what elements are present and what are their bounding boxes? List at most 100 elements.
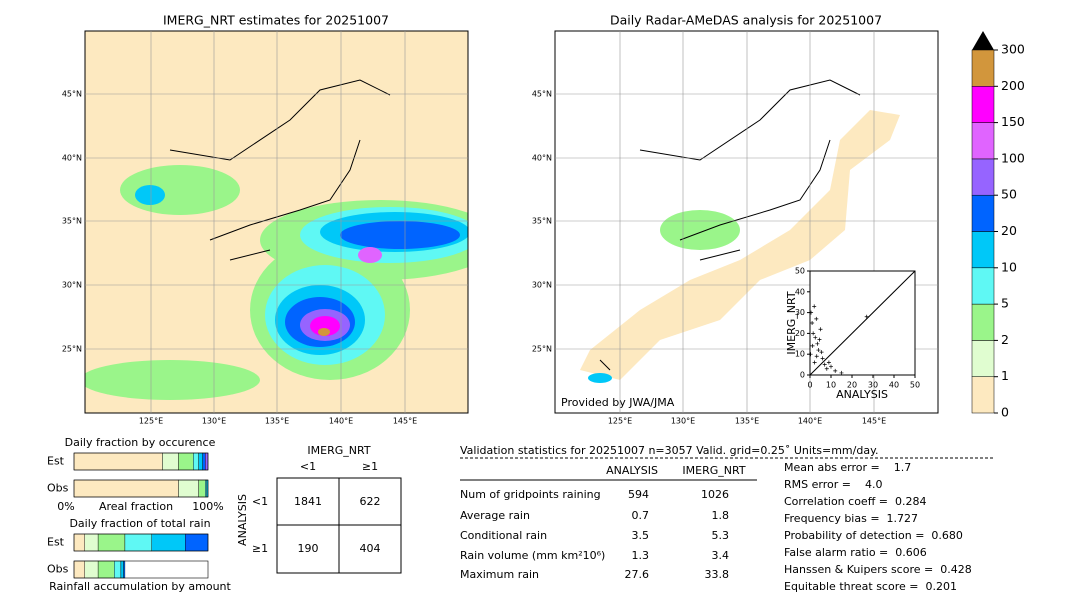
stat-value: 1026 [701,488,729,501]
col-label: ≥1 [362,460,378,473]
y-tick-label: 0 [800,371,805,380]
stat-label: Maximum rain [460,568,539,581]
x-tick-label: 40 [889,381,899,390]
colorbar-segment [971,194,995,232]
stats-header: Validation statistics for 20251007 n=305… [460,444,879,457]
colorbar-segment [971,303,995,341]
point [815,341,820,346]
stat-value: 0.7 [632,509,650,522]
col-header: ANALYSIS [606,464,658,477]
lat-label: 45°N [62,90,82,99]
colorbar-segment [971,340,995,377]
fraction-segment [198,452,203,471]
fraction-frame [73,452,209,471]
point [824,366,829,371]
lat-label: 40°N [62,154,82,163]
score: False alarm ratio = 0.606 [784,546,927,559]
colorbar-label: 1 [1001,368,1009,383]
point [813,335,818,340]
fraction-segment [84,560,99,579]
x-tick-label: 20 [847,381,857,390]
lon-label: 125°E [139,417,163,426]
colorbar-label: 300 [1001,42,1025,57]
score: Correlation coeff = 0.284 [784,495,926,508]
axis-label: 0% [57,500,74,513]
stat-value: 3.4 [712,549,730,562]
score: RMS error = 4.0 [784,478,882,491]
point [810,343,815,348]
colorbar-label: 100 [1001,150,1025,165]
fraction-segment [178,452,194,471]
stat-value: 33.8 [705,568,730,581]
colorbar-label: 5 [1001,296,1009,311]
y-tick-label: 10 [795,350,805,359]
lat-label: 40°N [532,154,552,163]
colorbar-segment [971,122,995,160]
fraction-segment [73,479,179,498]
colorbar-label: 20 [1001,223,1017,238]
fraction-segment [151,533,186,552]
fraction-segment [185,533,209,552]
fraction-segment [73,533,85,552]
score: Mean abs error = 1.7 [784,461,911,474]
lon-label: 145°E [862,417,886,426]
lat-label: 35°N [62,217,82,226]
chart-title: Daily fraction of total rain [69,517,210,530]
colorbar-segment [971,49,995,87]
lat-label: 45°N [532,90,552,99]
lon-label: 140°E [798,417,822,426]
axis-label: Areal fraction [99,500,173,513]
stat-label: Num of gridpoints raining [460,488,601,501]
point [811,331,816,336]
colorbar-label: 150 [1001,114,1025,129]
axis-label: 100% [192,500,223,513]
fraction-segment [198,479,206,498]
fraction-frame [73,560,209,579]
y-axis-label: IMERG_NRT [785,291,798,354]
point [816,348,821,353]
credit: Provided by JWA/JMA [561,396,675,409]
colorbar-segment [971,231,995,269]
cell-value: 1841 [294,495,322,508]
fraction-segment [113,560,122,579]
lon-label: 140°E [329,417,353,426]
fraction-segment [202,452,206,471]
stat-value: 27.6 [625,568,650,581]
lat-label: 25°N [532,345,552,354]
lon-label: 135°E [735,417,759,426]
fraction-segment [205,452,209,471]
y-tick-label: 20 [795,329,805,338]
point [809,310,814,315]
stat-label: Average rain [460,509,530,522]
col-label: <1 [300,460,316,473]
point [817,337,822,342]
lon-label: 125°E [608,417,632,426]
fraction-segment [178,479,199,498]
colorbar-label: 0 [1001,405,1009,420]
lat-label: 25°N [62,345,82,354]
fraction-frame [73,533,209,552]
x-tick-label: 10 [826,381,836,390]
score: Probability of detection = 0.680 [784,529,963,542]
caption: Rainfall accumulation by amount [49,580,231,593]
fraction-segment [124,533,152,552]
score: Frequency bias = 1.727 [784,512,918,525]
fraction-segment [97,533,126,552]
colorbar-label: 50 [1001,187,1017,202]
lat-label: 30°N [532,281,552,290]
map-title: IMERG_NRT estimates for 20251007 [163,13,389,28]
row-label: Obs [47,482,69,495]
cell-value: 190 [298,542,319,555]
fraction-segment [123,560,126,579]
x-tick-label: 50 [910,381,920,390]
fraction-segment [193,452,199,471]
row-label: Obs [47,563,69,576]
lon-label: 130°E [671,417,695,426]
stat-value: 1.3 [632,549,650,562]
y-tick-label: 30 [795,308,805,317]
point [818,327,823,332]
cell-value: 622 [360,495,381,508]
colorbar-segment [971,376,995,414]
point [833,368,838,373]
col-header: IMERG_NRT [682,464,745,477]
